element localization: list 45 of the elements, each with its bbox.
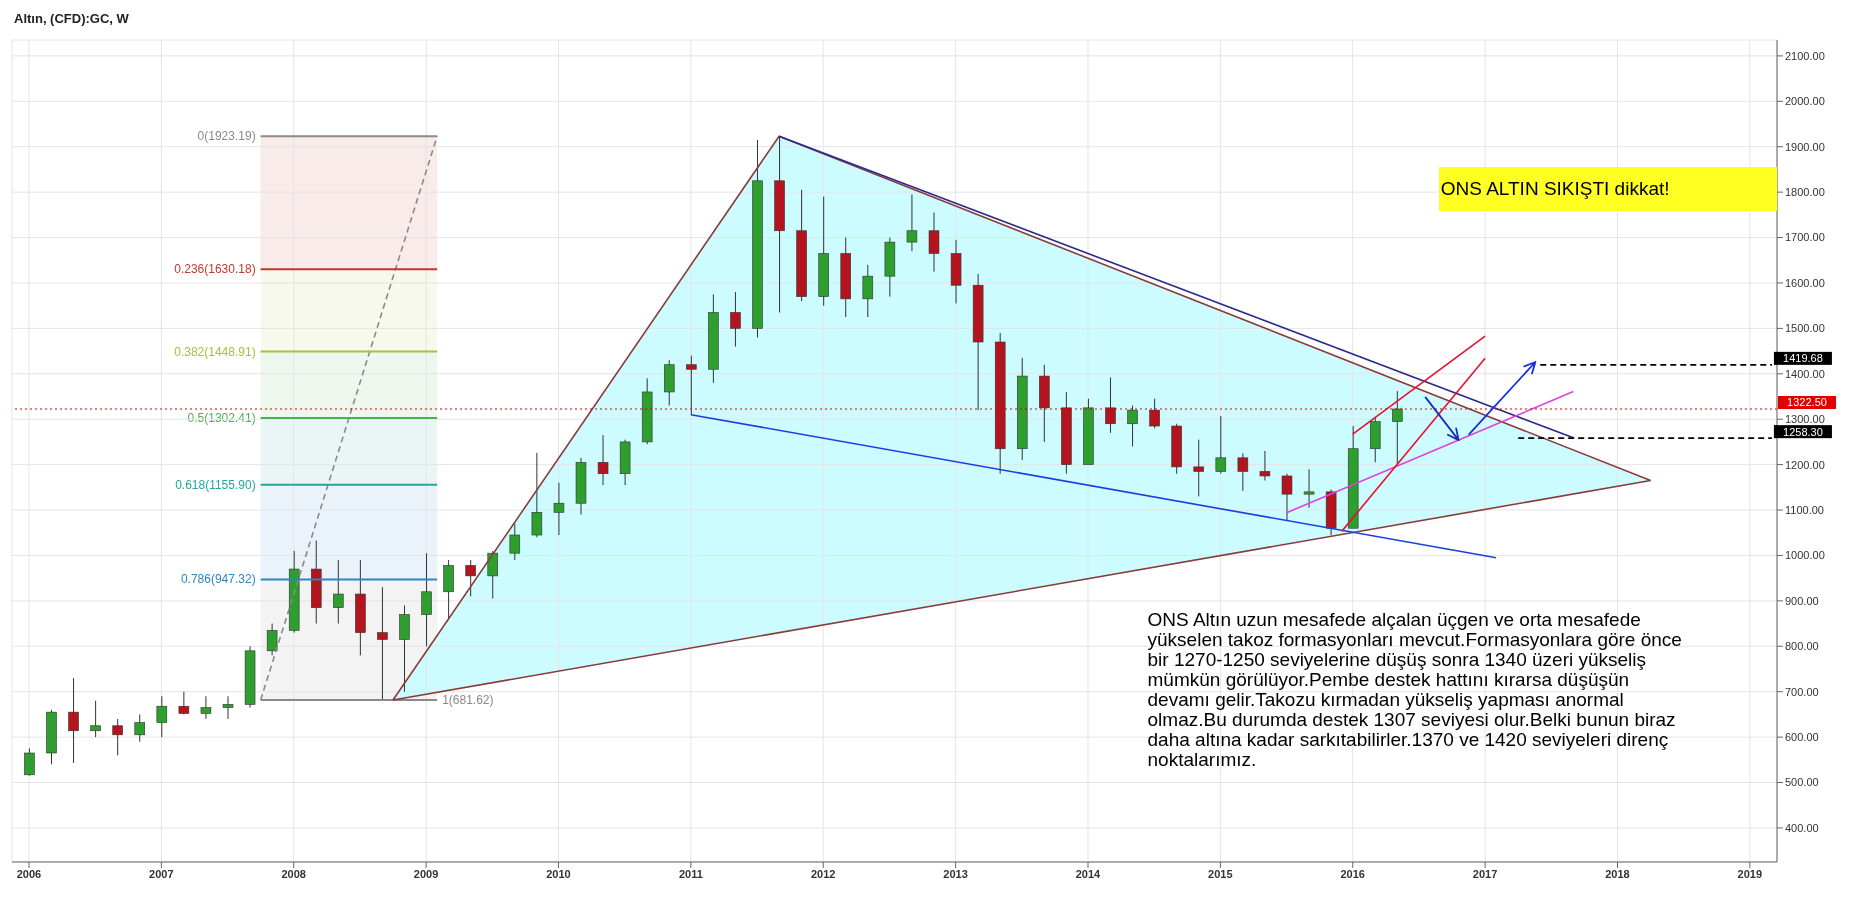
series-label: 0.382(1448.91) [174,344,256,359]
x-tick-label: 2015 [1208,867,1233,880]
series-label: 0.5(1302.41) [187,411,256,426]
y-tick-label: 1500.00 [1785,322,1825,335]
x-tick-label: 2007 [149,867,174,880]
series-label: 0.236(1630.18) [174,262,256,277]
annotation: 1419.68 [1783,352,1823,365]
annotation: 1258.30 [1783,425,1823,438]
x-tick-label: 2017 [1472,867,1498,880]
series-label: 0.618(1155.90) [175,477,256,492]
y-tick-label: 1900.00 [1785,140,1825,153]
x-tick-label: 2009 [413,867,439,880]
y-tick-label: 800.00 [1785,640,1819,653]
x-tick-label: 2011 [678,867,703,880]
ref-line-label: 1322.50 [1787,396,1827,409]
x-tick-label: 2010 [546,867,571,880]
y-tick-label: 1300.00 [1785,413,1825,426]
y-tick-label: 1600.00 [1785,276,1825,289]
x-tick-label: 2018 [1605,867,1630,880]
y-tick-label: 700.00 [1785,685,1819,698]
x-tick-label: 2019 [1737,867,1763,880]
y-tick-label: 1000.00 [1785,549,1825,562]
y-tick-label: 2000.00 [1785,95,1825,108]
x-tick-label: 2013 [943,867,968,880]
annotation: ONS Altın uzun mesafede alçalan üçgen ve orta mesafede yükselen takoz formasyonları mevcut.Formasyonlara göre önce bir 1270-1250 seviyelerine düşüş sonra 1340 üzeri yükseliş mümkün görülüyor.Pembe destek hattını kırarsa düşüşün devamı gelir.Takozu kırmadan yükseliş yapması anormal olmaz.Bu durumda destek 1307 seviyesi olur.Belki bunun biraz daha altına kadar sarkıtabilirler.1370 ve 1420 seviyeleri direnç noktalarımız. [1147,608,1683,770]
y-tick-label: 400.00 [1785,821,1819,834]
y-tick-label: 2100.00 [1785,49,1825,62]
x-tick-label: 2016 [1340,867,1365,880]
x-tick-label: 2012 [810,867,836,880]
series-label: 0.786(947.32) [180,572,256,587]
y-tick-label: 1200.00 [1785,458,1825,471]
x-tick-label: 2008 [281,867,306,880]
x-tick-label: 2014 [1075,867,1102,880]
y-tick-label: 600.00 [1785,731,1819,744]
series-label: 1(681.62) [442,693,494,708]
series-label: 0(1923.19) [197,129,256,144]
y-tick-label: 1400.00 [1785,367,1825,380]
y-tick-label: 1700.00 [1785,231,1825,244]
x-tick-label: 2006 [16,867,42,880]
chart-title: Altın, (CFD):GC, W [13,10,130,28]
y-tick-label: 1800.00 [1785,186,1825,199]
annotation: ONS ALTIN SIKIŞTI dikkat! [1440,178,1670,201]
y-tick-label: 500.00 [1785,776,1819,789]
y-tick-label: 900.00 [1785,594,1819,607]
y-tick-label: 1100.00 [1785,503,1824,516]
